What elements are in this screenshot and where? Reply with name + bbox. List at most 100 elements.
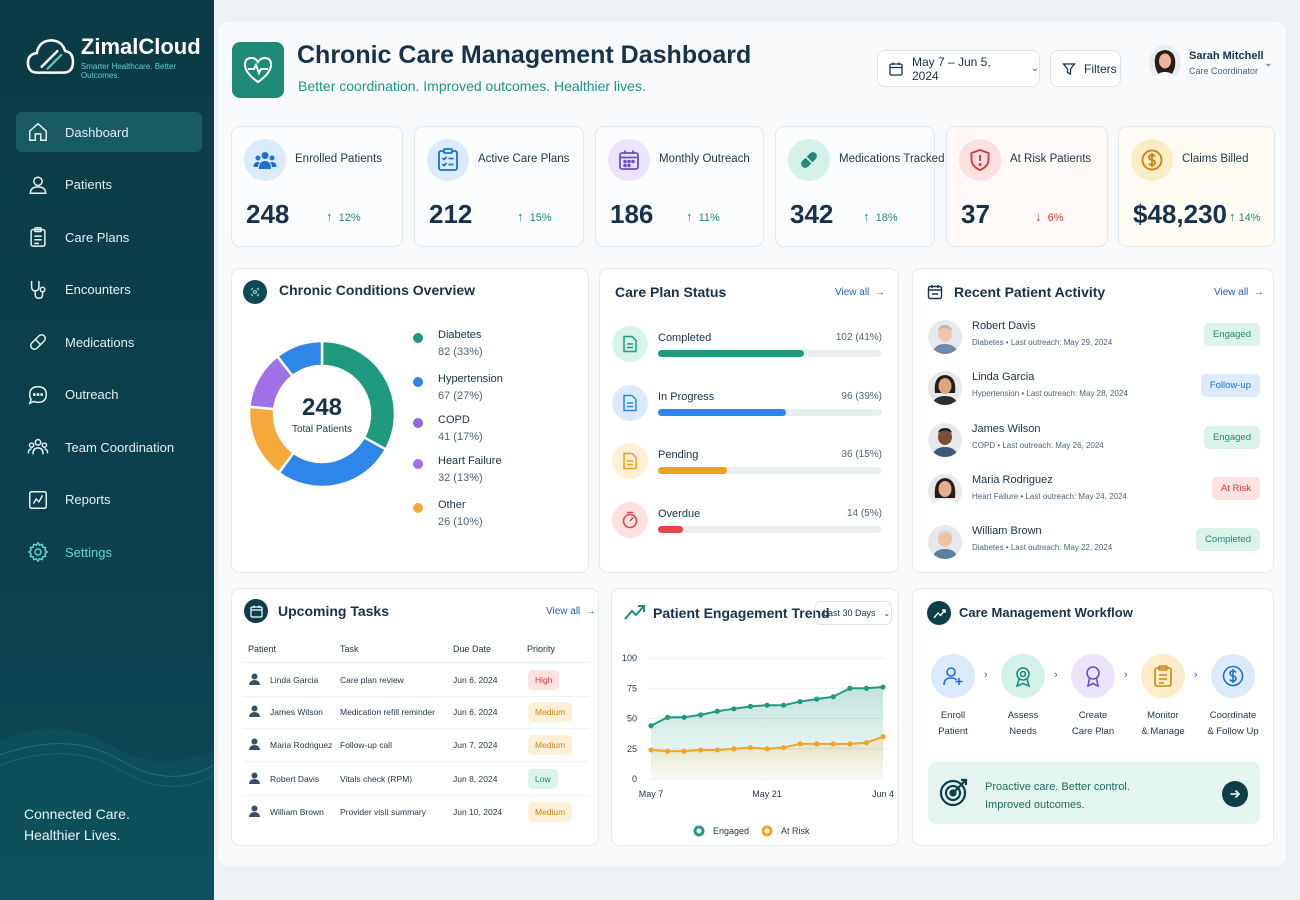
column-header[interactable]: Priority: [527, 644, 556, 654]
range-value: Last 30 Days: [823, 608, 876, 618]
sidebar-item-label: Care Plans: [65, 229, 130, 245]
workflow-step-create[interactable]: Create Care Plan: [1063, 654, 1123, 740]
sidebar-item-dashboard[interactable]: Dashboard: [16, 112, 202, 152]
column-header[interactable]: Patient: [248, 644, 277, 654]
view-all-label: View all: [1214, 287, 1249, 298]
data-point[interactable]: [648, 723, 654, 729]
data-point[interactable]: [681, 748, 687, 754]
user-name: Sarah Mitchell: [1189, 50, 1264, 62]
sidebar-item-medications[interactable]: Medications: [16, 322, 202, 362]
data-point[interactable]: [797, 741, 803, 747]
workflow-step-assess[interactable]: Assess Needs: [993, 654, 1053, 740]
sidebar-item-reports[interactable]: Reports: [16, 480, 202, 520]
status-value: 36 (15%): [841, 449, 882, 460]
sidebar-item-settings[interactable]: Settings: [16, 532, 202, 572]
date-range-picker[interactable]: May 7 – Jun 5, 2024 ⌄: [877, 50, 1040, 87]
tasks-view-all-link[interactable]: View all →: [546, 606, 596, 617]
data-point[interactable]: [681, 714, 687, 720]
workflow-step-enroll[interactable]: Enroll Patient: [923, 654, 983, 740]
legend-label: Engaged: [713, 826, 749, 836]
activity-row[interactable]: James Wilson COPD • Last outreach: May 2…: [928, 421, 1260, 465]
activity-row[interactable]: William Brown Diabetes • Last outreach: …: [928, 523, 1260, 567]
filters-button[interactable]: Filters: [1050, 50, 1121, 87]
data-point[interactable]: [747, 744, 754, 751]
chevron-down-icon[interactable]: ⌄: [1264, 58, 1273, 69]
data-point[interactable]: [847, 685, 853, 691]
legend-value: 82 (33%): [438, 346, 483, 358]
data-point[interactable]: [814, 741, 820, 747]
stat-card-medications-tracked[interactable]: Medications Tracked 342 ↑ 18%: [775, 126, 944, 247]
status-badge: Engaged: [1203, 323, 1260, 346]
care-plan-view-all-link[interactable]: View all →: [835, 287, 885, 298]
data-point[interactable]: [780, 702, 787, 708]
column-header[interactable]: Due Date: [453, 644, 492, 654]
series-area-at-risk: [651, 736, 883, 779]
workflow-step-monitor[interactable]: Monitor & Manage: [1133, 654, 1193, 740]
document-icon: [612, 385, 648, 421]
data-point[interactable]: [731, 706, 737, 712]
activity-row[interactable]: Linda Garcia Hypertension • Last outreac…: [928, 369, 1260, 413]
status-label: Pending: [658, 449, 699, 461]
stat-card-claims-billed[interactable]: Claims Billed $48,230 ↑ 14%: [1118, 126, 1275, 247]
data-point[interactable]: [830, 694, 836, 700]
sidebar-item-team-coordination[interactable]: Team Coordination: [16, 427, 202, 467]
data-point[interactable]: [664, 714, 671, 720]
data-point[interactable]: [648, 747, 654, 753]
data-point[interactable]: [764, 746, 770, 752]
data-point[interactable]: [764, 702, 770, 708]
legend-value: 67 (27%): [438, 390, 483, 402]
workflow-step-coordinate[interactable]: Coordinate & Follow Up: [1203, 654, 1263, 740]
data-point[interactable]: [780, 744, 787, 751]
donut-slice-other[interactable]: [275, 339, 324, 378]
data-point[interactable]: [880, 734, 886, 740]
data-point[interactable]: [664, 748, 671, 754]
stat-card-monthly-outreach[interactable]: Monthly Outreach 186 ↑ 11%: [595, 126, 764, 247]
care-plan-status-row[interactable]: Completed 102 (41%): [612, 326, 884, 368]
sidebar-item-patients[interactable]: Patients: [16, 165, 202, 205]
data-point[interactable]: [714, 747, 720, 753]
data-point[interactable]: [847, 741, 853, 747]
arrow-right-button[interactable]: [1222, 781, 1248, 807]
stethoscope-icon: [26, 278, 50, 302]
data-point[interactable]: [830, 741, 836, 747]
data-point[interactable]: [863, 740, 870, 746]
tasks-calendar-icon: [244, 599, 268, 623]
user-menu[interactable]: Sarah Mitchell Care Coordinator: [1149, 45, 1264, 81]
data-point[interactable]: [797, 698, 803, 705]
care-plan-status-title: Care Plan Status: [615, 284, 727, 300]
arrow-up-icon: ↑: [326, 209, 333, 224]
column-header[interactable]: Task: [340, 644, 359, 654]
stat-card-enrolled-patients[interactable]: Enrolled Patients 248 ↑ 12%: [231, 126, 403, 247]
data-point[interactable]: [747, 703, 754, 709]
legend-label: At Risk: [781, 826, 810, 836]
conditions-donut-chart: [247, 339, 397, 489]
sidebar-item-outreach[interactable]: Outreach: [16, 375, 202, 415]
care-plan-status-row[interactable]: Overdue 14 (5%): [612, 502, 884, 544]
stat-label: Medications Tracked: [839, 153, 945, 165]
stat-card-active-care-plans[interactable]: Active Care Plans 212 ↑ 15%: [414, 126, 584, 247]
data-point[interactable]: [814, 696, 820, 702]
care-plan-status-row[interactable]: In Progress 96 (39%): [612, 385, 884, 427]
data-point[interactable]: [731, 746, 737, 752]
data-point[interactable]: [698, 712, 704, 718]
sidebar-item-care-plans[interactable]: Care Plans: [16, 217, 202, 257]
data-point[interactable]: [863, 685, 870, 691]
view-all-label: View all: [546, 606, 581, 617]
brand-logo[interactable]: ZimalCloud Smarter Healthcare. Better Ou…: [26, 34, 214, 80]
care-plan-status-row[interactable]: Pending 36 (15%): [612, 443, 884, 485]
data-point[interactable]: [880, 684, 886, 690]
data-point[interactable]: [714, 708, 720, 714]
patient-detail: Diabetes • Last outreach: May 22, 2024: [972, 543, 1113, 552]
row-divider: [243, 696, 589, 697]
donut-slice-hypertension[interactable]: [277, 435, 388, 489]
stat-card-at-risk-patients[interactable]: At Risk Patients 37 ↓ 6%: [946, 126, 1108, 247]
range-dropdown[interactable]: Last 30 Days ⌄: [815, 601, 892, 625]
data-point[interactable]: [698, 747, 704, 753]
y-tick-label: 50: [627, 714, 637, 724]
activity-row[interactable]: Robert Davis Diabetes • Last outreach: M…: [928, 318, 1260, 362]
activity-row[interactable]: Maria Rodriguez Heart Failure • Last out…: [928, 472, 1260, 516]
sidebar-item-encounters[interactable]: Encounters: [16, 270, 202, 310]
activity-view-all-link[interactable]: View all →: [1214, 287, 1264, 298]
sidebar-item-label: Patients: [65, 177, 112, 192]
donut-total: 248: [301, 394, 343, 421]
